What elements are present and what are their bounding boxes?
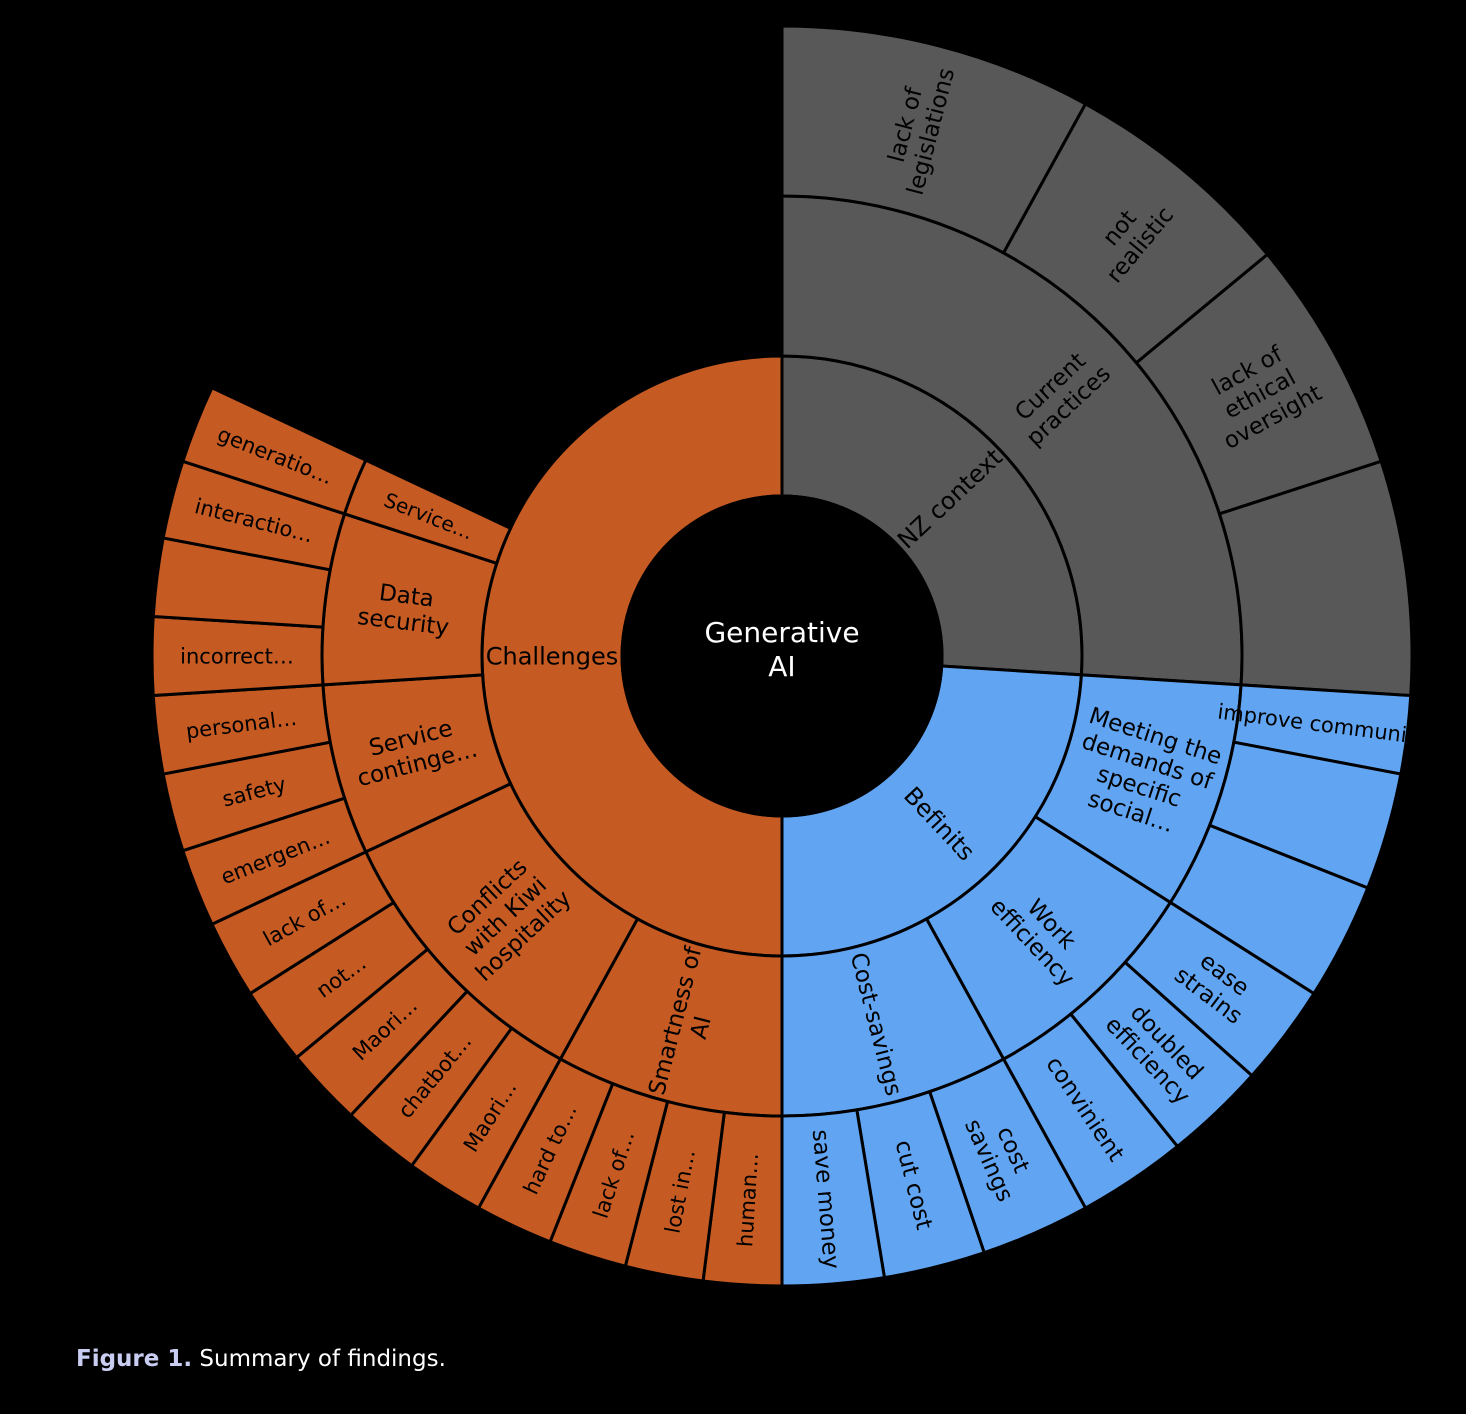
ring3-label-incorrect: incorrect… <box>180 644 294 668</box>
ring3-label-human: human… <box>733 1152 763 1248</box>
ring1-label-challenges: Challenges <box>486 642 619 670</box>
figure-caption-text: Summary of findings. <box>192 1346 446 1372</box>
ring3-segment-generatio <box>180 385 368 516</box>
center-circle <box>620 494 944 818</box>
sunburst-arcs <box>150 24 1414 1288</box>
figure-caption-label: Figure 1. <box>76 1346 193 1372</box>
figure-caption: Figure 1. Summary of findings. <box>76 1346 446 1372</box>
center-label: Generative AI <box>704 616 859 683</box>
